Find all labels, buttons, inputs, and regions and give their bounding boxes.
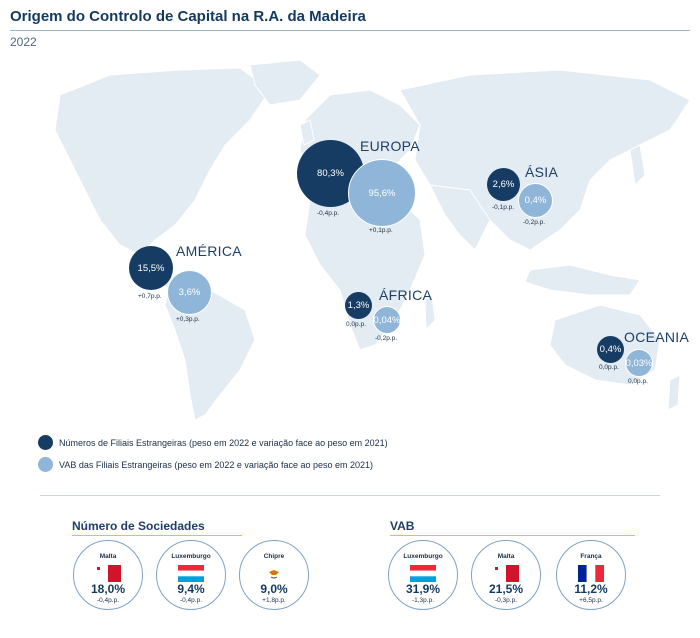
bubble-oceania-vab: 0,03%: [625, 349, 653, 377]
bubble-america-vab: 3,6%: [167, 270, 212, 315]
region-label-asia: ÁSIA: [525, 164, 559, 180]
card-country: Malta: [497, 553, 515, 560]
bubble-america-filiais: 15,5%: [129, 246, 173, 290]
card-country: Luxemburgo: [171, 553, 211, 560]
north-america-shape: [54, 67, 271, 256]
bubble-asia-filiais: 2,6%: [487, 168, 520, 201]
madagascar-shape: [424, 294, 436, 332]
bubble-oceania-filiais: 0,4%: [597, 336, 624, 363]
uk-shape: [299, 119, 315, 146]
legend-dot-light-icon: [38, 457, 53, 472]
vab-title: VAB: [390, 519, 415, 533]
region-label-europa: EUROPA: [360, 138, 420, 154]
luxembourg-flag-icon: [178, 565, 204, 582]
cyprus-flag-icon: [261, 565, 287, 582]
card-country: Luxemburgo: [403, 553, 443, 560]
legend-vab: VAB das Filiais Estrangeiras (peso em 20…: [38, 457, 373, 472]
card-country: França: [580, 553, 602, 560]
change-america-filiais: +0,7p.p.: [138, 293, 162, 300]
region-label-africa: ÁFRICA: [379, 287, 433, 303]
new-zealand-shape: [667, 374, 681, 411]
japan-shape: [629, 144, 646, 187]
sociedades-title: Número de Sociedades: [72, 519, 205, 533]
vab-card-malta: Malta 21,5% -0,3p.p.: [471, 540, 541, 610]
card-value: 21,5%: [488, 582, 524, 596]
luxembourg-flag-icon: [410, 565, 436, 582]
greenland-shape: [249, 59, 321, 106]
world-map: [54, 59, 691, 421]
section-divider: [40, 495, 660, 496]
card-value: 31,9%: [405, 582, 441, 596]
region-label-oceania: OCEANIA: [624, 329, 690, 345]
south-america-shape: [164, 284, 256, 421]
legend-filiais: Números de Filiais Estrangeiras (peso em…: [38, 435, 388, 450]
change-oceania-vab: 0,0p.p.: [628, 378, 648, 385]
sociedades-card-chipre: Chipre 9,0% +1,8p.p.: [239, 540, 309, 610]
card-delta: -0,3p.p.: [494, 597, 518, 604]
sociedades-underline: [72, 535, 242, 536]
page-title: Origem do Controlo de Capital na R.A. da…: [10, 8, 366, 25]
bubble-asia-vab: 0,4%: [518, 183, 553, 218]
legend-filiais-label: Números de Filiais Estrangeiras (peso em…: [59, 437, 388, 448]
card-delta: +1,8p.p.: [262, 597, 286, 604]
vab-underline: [390, 535, 635, 536]
year-label: 2022: [10, 35, 37, 49]
change-europa-filiais: -0,4p.p.: [317, 210, 340, 217]
vab-card-franca: França 11,2% +6,5p.p.: [556, 540, 626, 610]
change-asia-vab: -0,2p.p.: [523, 219, 546, 226]
indonesia-shape: [524, 264, 641, 296]
card-delta: -0,4p.p.: [96, 597, 120, 604]
region-label-america: AMÉRICA: [176, 243, 242, 259]
card-value: 11,2%: [574, 582, 608, 596]
bubble-africa-filiais: 1,3%: [345, 292, 372, 319]
change-africa-filiais: 0,0p.p.: [346, 321, 366, 328]
india-shape: [429, 184, 491, 251]
card-delta: -1,3p.p.: [411, 597, 435, 604]
card-country: Chipre: [263, 553, 285, 560]
card-value: 9,4%: [177, 582, 205, 596]
bubble-africa-vab: 0,04%: [373, 306, 401, 334]
title-divider: [10, 30, 690, 31]
card-delta: +6,5p.p.: [579, 597, 603, 604]
card-country: Malta: [99, 553, 117, 560]
malta-flag-icon: [95, 565, 121, 582]
change-america-vab: +0,3p.p.: [176, 316, 200, 323]
bubble-europa-vab: 95,6%: [348, 159, 416, 227]
change-africa-vab: -0,2p.p.: [375, 335, 398, 342]
card-value: 18,0%: [90, 582, 126, 596]
legend-vab-label: VAB das Filiais Estrangeiras (peso em 20…: [59, 459, 374, 470]
sociedades-card-luxemburgo: Luxemburgo 9,4% -0,4p.p.: [156, 540, 226, 610]
vab-card-luxemburgo: Luxemburgo 31,9% -1,3p.p.: [388, 540, 458, 610]
sociedades-card-malta: Malta 18,0% -0,4p.p.: [73, 540, 143, 610]
france-flag-icon: [578, 565, 604, 582]
legend-dot-dark-icon: [38, 435, 53, 450]
malta-flag-icon: [493, 565, 519, 582]
change-oceania-filiais: 0,0p.p.: [599, 364, 619, 371]
change-europa-vab: +0,1p.p.: [369, 227, 393, 234]
card-value: 9,0%: [260, 582, 288, 596]
change-asia-filiais: -0,1p.p.: [492, 204, 515, 211]
card-delta: -0,4p.p.: [179, 597, 203, 604]
